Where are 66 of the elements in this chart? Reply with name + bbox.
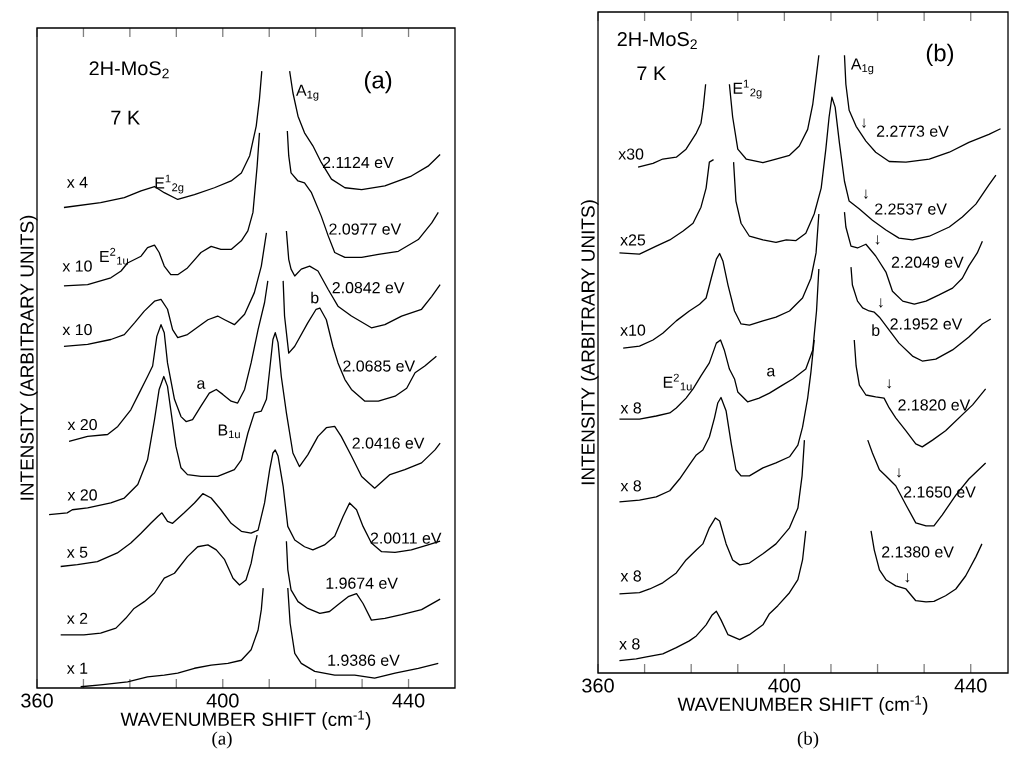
annotation: ↓ [862,118,866,128]
annotation: x 2 [66,612,88,624]
x-tick-label: 360 [582,678,614,693]
annotation: x30 [618,148,644,160]
annotation: ↓ [878,298,883,308]
annotation: 2.0842 eV [332,282,405,294]
annotation: A$_{1g}$ [850,58,874,75]
annotation: x 20 [67,418,97,431]
text: 7 K [111,110,140,125]
annotation: 2.2537 eV [875,203,947,215]
annotation: a [767,367,776,377]
x-axis-title: WAVENUMBER SHIFT (cm$^{-1}$) [677,695,928,715]
annotation: x 20 [67,489,97,501]
annotation: 1.9674 eV [326,577,398,589]
annotation: x 4 [66,176,88,188]
annotation: B$_{1u}$ [218,424,240,439]
annotation: x 10 [62,323,92,336]
x-tick-label: 360 [21,693,53,708]
annotation: 2.1650 eV [903,486,976,498]
annotation: 2.0011 eV [370,532,442,544]
annotation: x 8 [620,402,642,414]
x-tick-label: 440 [392,693,425,708]
annotation: E$^{2}$1u [100,247,128,265]
annotation: A$_{1g}$ [296,84,319,101]
y-axis-title: INTENSITY (ARBITRARY UNITS) [19,215,38,500]
annotation: x 5 [66,546,88,558]
annotation: 2.2049 eV [891,256,964,268]
annotation: x 8 [620,480,642,492]
annotation: ↓ [887,379,892,389]
annotation: ↓ [897,468,901,478]
annotation: (b) [926,43,954,67]
x-tick-label: 400 [206,693,239,708]
annotation: E$^{1}$2g [733,79,762,99]
x-axis-title: WAVENUMBER SHIFT (cm$^{-1}$) [120,710,371,730]
annotation: a [197,380,206,389]
annotation: E$^{1}$2g [155,174,184,194]
annotation: x 8 [620,570,642,582]
annotation: 2.1820 eV [898,399,971,411]
chart-subtitle: 7 K [637,66,667,81]
annotation: 2.1124 eV [322,156,394,169]
annotation: 2.0977 eV [329,223,402,235]
annotation: x 10 [62,260,92,272]
annotation: x 8 [619,638,640,650]
annotation: 2.0416 eV [352,437,425,449]
annotation: x10 [620,324,646,336]
annotation: ↓ [864,189,868,199]
x-tick-label: 440 [954,678,987,693]
annotation: b [311,291,319,304]
annotation: 2.1952 eV [890,318,963,330]
annotation: (a) [364,70,392,94]
annotation: x 1 [66,662,88,674]
annotation: 1.9386 eV [328,654,400,666]
annotation: E$^{2}$1u [663,373,692,391]
x-tick-label: 400 [768,678,801,693]
y-axis-title: INTENSITY (ARBITRARY UNITS) [580,200,599,485]
text: (b) [797,731,819,749]
annotation: ↓ [905,573,910,583]
annotation: b [872,324,880,336]
annotation: 2.0685 eV [343,360,416,372]
annotation: 2.2773 eV [876,125,949,137]
chart-title: 2H-MoS$_{2}$ [617,32,697,50]
chart-title: 2H-MoS$_{2}$ [89,61,169,79]
annotation: x25 [620,234,646,246]
text: (a) [212,731,232,749]
annotation: ↓ [875,235,880,245]
annotation: 2.1380 eV [882,546,954,558]
